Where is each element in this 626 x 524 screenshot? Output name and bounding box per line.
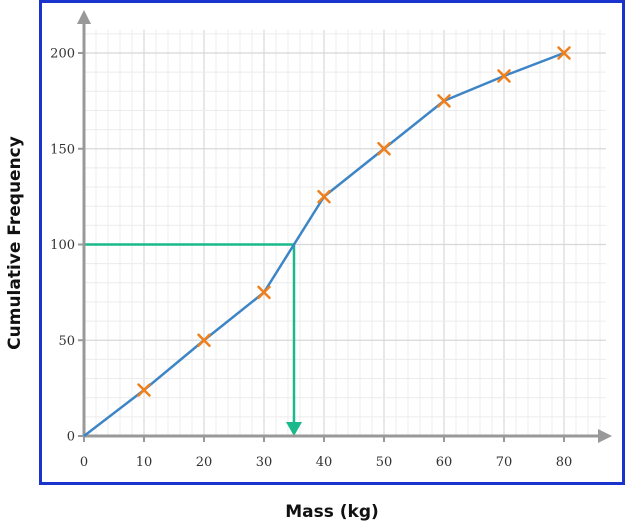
x-tick-label: 70 [496,455,513,470]
marker-stroke [497,69,511,83]
x-axis-title: Mass (kg) [285,502,379,522]
y-tick-label: 50 [58,334,75,349]
x-tick-label: 50 [376,455,393,470]
axes [77,10,612,443]
y-tick-labels: 0 50 100 150 200 [50,47,75,445]
marker-stroke [557,46,571,60]
data-point-marker [557,46,571,60]
data-point-marker [377,142,391,156]
x-tick-label: 0 [80,455,88,470]
marker-stroke [437,94,451,108]
x-tick-label: 20 [196,455,213,470]
reading-arrowhead [286,422,302,436]
y-tick-label: 150 [50,142,75,157]
reading-lines [84,243,302,436]
y-tick-label: 200 [50,47,75,62]
marker-stroke [377,142,391,156]
y-axis-arrow [77,10,91,24]
marker-stroke [257,285,271,300]
data-point-marker [317,189,331,204]
data-point-marker [257,285,271,300]
x-tick-label: 40 [316,455,333,470]
data-point-marker [437,94,451,108]
x-tick-label: 30 [256,455,273,470]
y-tick-label: 0 [67,430,75,445]
x-tick-label: 10 [136,455,153,470]
data-markers [137,46,571,397]
y-tick-label: 100 [50,238,75,253]
x-axis-arrow [598,429,612,443]
chart-frame [39,0,625,485]
data-point-marker [137,383,151,397]
marker-stroke [137,383,151,397]
x-tick-label: 60 [436,455,453,470]
y-axis-title: Cumulative Frequency [5,136,25,350]
data-point-marker [197,333,211,347]
x-tick-labels: 0 10 20 30 40 50 60 70 80 [80,455,572,470]
data-point-marker [497,69,511,83]
x-tick-label: 80 [556,455,573,470]
marker-stroke [197,333,211,347]
grid [84,29,606,436]
marker-stroke [317,189,331,204]
